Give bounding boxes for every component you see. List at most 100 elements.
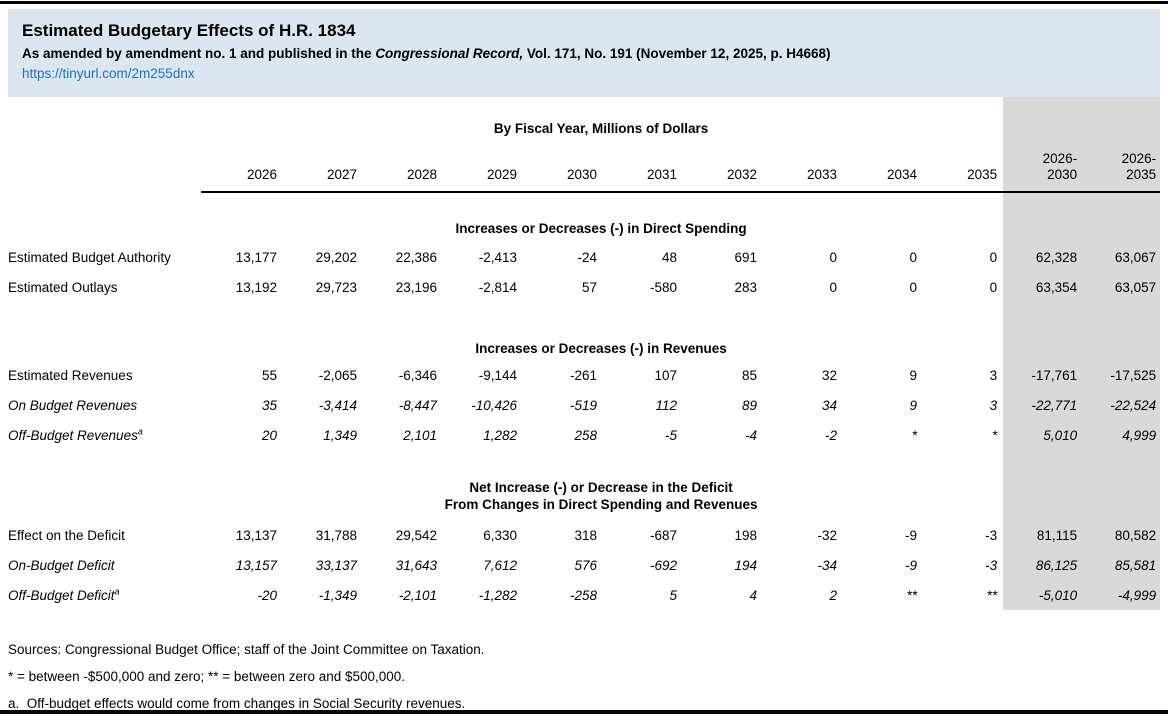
value-cell: -692 <box>649 557 677 573</box>
table-row: Off-Budget Deficita -20 -1,349 -2,101 -1,282… <box>8 580 1160 610</box>
value-cell: 33,137 <box>315 557 357 573</box>
year-header-2028: 2028 <box>361 142 441 193</box>
row-label-text: Estimated Revenues <box>8 367 133 383</box>
value-cell: 5 <box>669 587 677 603</box>
value-cell: 9 <box>909 367 917 383</box>
value-cell: -687 <box>649 527 677 543</box>
row-label: On Budget Revenues <box>8 390 201 420</box>
value-cell: 62,328 <box>1035 249 1078 265</box>
value-cell: 3 <box>989 397 998 413</box>
value-cell: -1,282 <box>478 587 517 603</box>
value-cell: 283 <box>734 279 757 295</box>
value-cell: 258 <box>574 427 597 443</box>
top-rule <box>0 1 1168 4</box>
row-label-text: Estimated Budget Authority <box>8 249 171 265</box>
source-link[interactable]: https://tinyurl.com/2m255dnx <box>22 66 195 81</box>
value-cell: 89 <box>741 397 757 413</box>
row-label: Off-Budget Deficita <box>8 580 201 610</box>
section-heading: Net Increase (-) or Decrease in the Defi… <box>201 472 1001 520</box>
value-cell: 13,157 <box>235 557 277 573</box>
value-cell: 48 <box>661 249 677 265</box>
value-cell: ** <box>986 587 998 603</box>
value-cell: 13,177 <box>235 249 277 265</box>
row-label: Off-Budget Revenuesa <box>8 420 201 450</box>
value-cell: 29,202 <box>315 249 357 265</box>
value-cell: -2,101 <box>398 587 437 603</box>
table-row: On-Budget Deficit 13,157 33,137 31,643 7,612… <box>8 550 1160 580</box>
value-cell: 4 <box>749 587 757 603</box>
value-cell: 63,067 <box>1114 249 1157 265</box>
value-cell: * <box>911 427 917 443</box>
footnote-a: a. Off-budget effects would come from ch… <box>8 696 466 711</box>
value-cell: 29,723 <box>315 279 357 295</box>
row-label: Estimated Outlays <box>8 272 201 302</box>
value-cell: 20 <box>261 427 277 443</box>
value-cell: 3 <box>989 367 998 383</box>
value-cell: 13,192 <box>235 279 277 295</box>
value-cell: -8,447 <box>398 397 437 413</box>
value-cell: -258 <box>569 587 597 603</box>
bottom-rule <box>0 710 1168 714</box>
footnote-marker: a <box>114 586 120 596</box>
value-cell: 7,612 <box>483 557 517 573</box>
footnotes: Sources: Congressional Budget Office; st… <box>8 636 1160 717</box>
subtitle-suffix: Vol. 171, No. 191 (November 12, 2025, p.… <box>523 46 831 61</box>
row-label-text: Estimated Outlays <box>8 279 118 295</box>
value-cell: ** <box>906 587 917 603</box>
year-header-2035: 2035 <box>921 142 1002 193</box>
value-cell: -5,010 <box>1038 587 1078 603</box>
value-cell: 85,581 <box>1114 557 1157 573</box>
table-row: Net Increase (-) or Decrease in the Defi… <box>8 472 1160 520</box>
value-cell: 81,115 <box>1036 527 1078 543</box>
footnote-sources: Sources: Congressional Budget Office; st… <box>8 642 485 657</box>
value-cell: 107 <box>654 367 677 383</box>
value-cell: -9 <box>904 557 917 573</box>
subtitle-prefix: As amended by amendment no. 1 and publis… <box>22 46 376 61</box>
year-header-2026-2030: 2026- 2030 <box>1001 142 1082 193</box>
value-cell: 0 <box>829 279 837 295</box>
value-cell: -6,346 <box>398 367 437 383</box>
table-row: 2026 2027 2028 2029 2030 2031 2032 2033 2034 2035… <box>8 142 1161 193</box>
row-label: Effect on the Deficit <box>8 520 201 550</box>
value-cell: 23,196 <box>395 279 437 295</box>
table-row: By Fiscal Year, Millions of Dollars <box>8 100 1160 142</box>
stub-spacer <box>8 214 201 242</box>
value-cell: * <box>991 427 998 443</box>
section-heading-line: From Changes in Direct Spending and Reve… <box>444 497 758 512</box>
value-cell: 0 <box>909 279 917 295</box>
value-cell: -2 <box>824 427 837 443</box>
value-cell: -34 <box>817 557 837 573</box>
stub-spacer <box>8 100 201 142</box>
value-cell: -20 <box>257 587 277 603</box>
value-cell: 63,354 <box>1035 279 1078 295</box>
value-cell: 31,643 <box>395 557 437 573</box>
value-cell: 1,282 <box>483 427 517 443</box>
value-cell: -32 <box>817 527 837 543</box>
table-row <box>8 192 1160 214</box>
value-cell: 63,057 <box>1114 279 1157 295</box>
value-cell: -10,426 <box>471 397 517 413</box>
year-header-2027: 2027 <box>281 142 361 193</box>
table-row: On Budget Revenues 35 -3,414 -8,447 -10,426 -… <box>8 390 1160 420</box>
stub-spacer <box>8 472 201 520</box>
value-cell: 0 <box>989 279 998 295</box>
value-cell: 194 <box>734 557 757 573</box>
value-cell: -22,771 <box>1031 397 1078 413</box>
value-cell: 691 <box>734 249 757 265</box>
subtitle-publication-name: Congressional Record, <box>375 46 524 61</box>
year-header-2026: 2026 <box>201 142 281 193</box>
section-heading: Increases or Decreases (-) in Direct Spe… <box>201 214 1001 242</box>
value-cell: -2,814 <box>478 279 517 295</box>
table-row <box>8 450 1160 472</box>
value-cell: 13,137 <box>235 527 277 543</box>
value-cell: 2 <box>829 587 837 603</box>
table-row: Estimated Budget Authority 13,177 29,202 22… <box>8 242 1160 272</box>
value-cell: -24 <box>577 249 597 265</box>
row-label-spacer <box>8 142 201 192</box>
table-row: Increases or Decreases (-) in Revenues <box>8 336 1160 360</box>
value-cell: 112 <box>655 397 677 413</box>
value-cell: -5 <box>664 427 677 443</box>
value-cell: 1,349 <box>323 427 357 443</box>
value-cell: 80,582 <box>1114 527 1157 543</box>
